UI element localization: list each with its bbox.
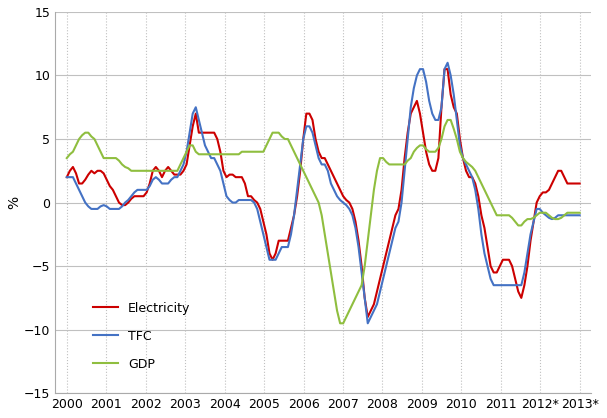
Y-axis label: %: %: [7, 196, 21, 209]
Legend: Electricity, TFC, GDP: Electricity, TFC, GDP: [88, 296, 195, 375]
